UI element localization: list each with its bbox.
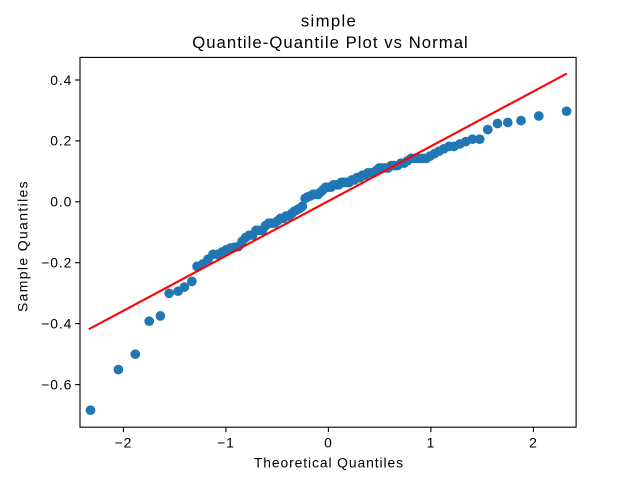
svg-text:−2: −2 bbox=[115, 435, 132, 451]
svg-text:Sample Quantiles: Sample Quantiles bbox=[14, 180, 30, 312]
svg-text:1: 1 bbox=[427, 435, 436, 451]
svg-text:0.4: 0.4 bbox=[50, 72, 72, 88]
svg-text:−0.6: −0.6 bbox=[41, 376, 72, 392]
svg-text:Quantile-Quantile Plot vs Norm: Quantile-Quantile Plot vs Normal bbox=[192, 33, 469, 52]
svg-text:−1: −1 bbox=[217, 435, 234, 451]
svg-text:0.0: 0.0 bbox=[50, 194, 72, 210]
svg-text:−0.4: −0.4 bbox=[41, 315, 72, 331]
svg-text:simple: simple bbox=[301, 11, 357, 30]
svg-text:Theoretical Quantiles: Theoretical Quantiles bbox=[254, 455, 404, 471]
svg-text:−0.2: −0.2 bbox=[41, 255, 72, 271]
svg-text:2: 2 bbox=[529, 435, 538, 451]
svg-text:0.2: 0.2 bbox=[50, 133, 72, 149]
svg-text:0: 0 bbox=[324, 435, 333, 451]
